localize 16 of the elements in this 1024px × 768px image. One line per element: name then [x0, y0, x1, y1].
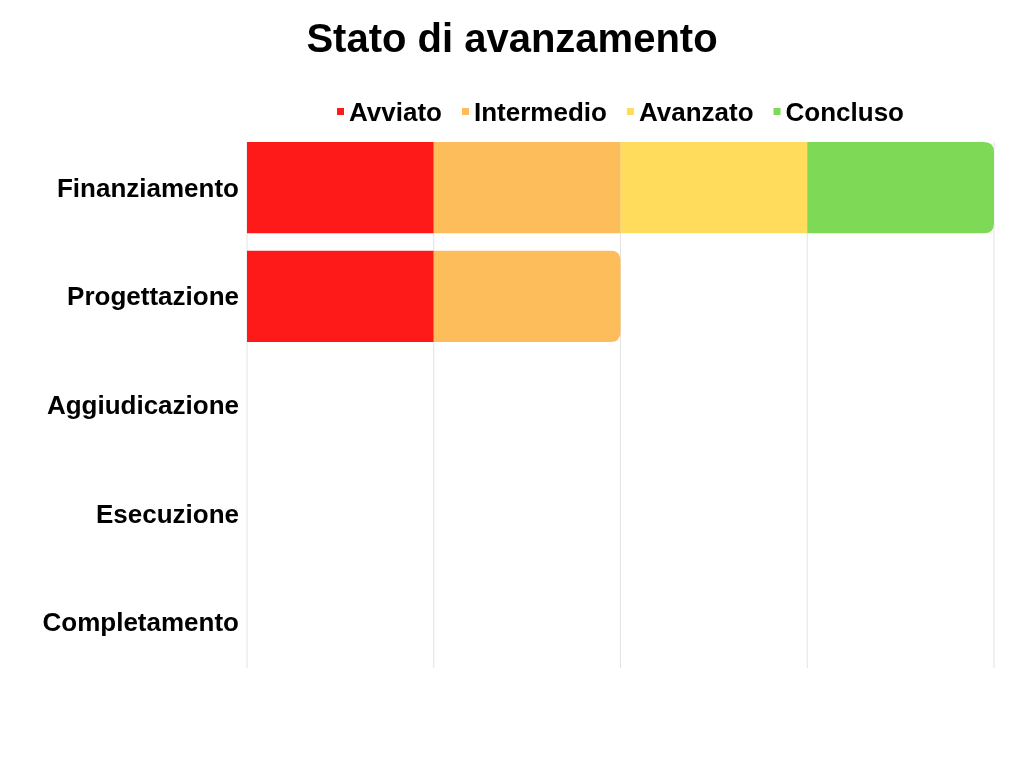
y-tick-label: Progettazione [67, 281, 239, 312]
bar [433, 250, 621, 342]
y-tick-label: Finanziamento [56, 172, 239, 203]
bar [433, 142, 621, 234]
bar [620, 142, 808, 234]
chart-title: Stato di avanzamento [306, 16, 718, 60]
legend-label: Avanzato [638, 97, 754, 128]
legend-label: Concluso [785, 97, 904, 128]
bar [247, 142, 434, 234]
legend-label: Intermedio [473, 97, 607, 128]
bar [807, 142, 994, 234]
y-tick-label: Aggiudicazione [46, 390, 239, 421]
legend-label: Avviato [349, 97, 442, 128]
bar [247, 250, 434, 342]
y-tick-label: Completamento [42, 607, 239, 638]
y-tick-label: Esecuzione [95, 498, 239, 529]
